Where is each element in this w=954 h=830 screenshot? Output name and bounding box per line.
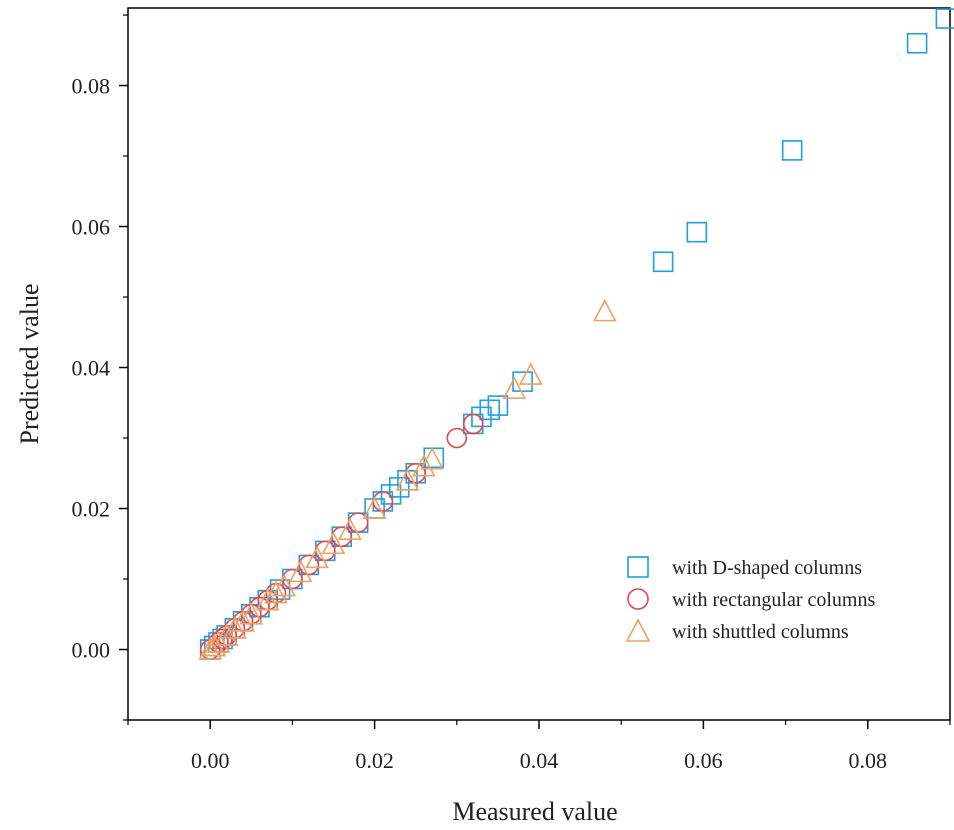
shuttled-point bbox=[362, 496, 387, 519]
series-shuttled bbox=[198, 298, 617, 660]
y-tick-label: 0.00 bbox=[72, 638, 111, 663]
shuttled-point bbox=[288, 559, 313, 583]
shuttled-point bbox=[231, 609, 255, 632]
shuttled-point bbox=[395, 468, 420, 491]
d-shaped-point bbox=[686, 221, 708, 243]
legend-label: with rectangular columns bbox=[672, 589, 875, 611]
y-tick-label: 0.06 bbox=[72, 215, 111, 240]
shuttled-point bbox=[272, 573, 297, 597]
shuttled-point bbox=[239, 602, 264, 625]
x-tick-label: 0.08 bbox=[849, 748, 888, 773]
d-shaped-point bbox=[652, 251, 674, 273]
shuttled-point bbox=[592, 298, 617, 322]
d-shaped-point bbox=[935, 8, 954, 29]
y-axis-title: Predicted value bbox=[15, 284, 44, 445]
y-tick-label: 0.02 bbox=[72, 497, 111, 522]
legend-marker-rectangular bbox=[627, 588, 649, 610]
shuttled-point bbox=[412, 453, 436, 477]
shuttled-point bbox=[502, 376, 527, 399]
x-axis-title: Measured value bbox=[452, 797, 617, 826]
y-tick-label: 0.08 bbox=[72, 74, 111, 99]
rectangular-point bbox=[462, 413, 484, 435]
d-shaped-point bbox=[479, 399, 500, 421]
shuttled-point bbox=[202, 633, 227, 657]
legend-label: with D-shaped columns bbox=[672, 557, 862, 579]
shuttled-point bbox=[264, 580, 288, 604]
d-shaped-point bbox=[906, 32, 928, 54]
shuttled-point bbox=[223, 616, 247, 639]
shuttled-point bbox=[198, 637, 223, 660]
x-tick-label: 0.06 bbox=[684, 748, 723, 773]
legend-marker-d-shaped bbox=[627, 556, 649, 578]
d-shaped-point bbox=[269, 579, 291, 600]
d-shaped-point bbox=[781, 140, 803, 161]
x-tick-label: 0.00 bbox=[191, 748, 230, 773]
rectangular-point bbox=[446, 427, 468, 449]
legend-marker-shuttled bbox=[625, 618, 651, 642]
shuttled-point bbox=[338, 517, 362, 540]
y-tick-label: 0.04 bbox=[72, 356, 111, 381]
legend: with D-shaped columns with rectangular co… bbox=[625, 556, 875, 643]
x-tick-label: 0.02 bbox=[355, 748, 394, 773]
d-shaped-point bbox=[487, 395, 509, 416]
shuttled-point bbox=[518, 362, 543, 385]
d-shaped-point bbox=[471, 406, 492, 428]
series-rectangular bbox=[199, 413, 484, 660]
shuttled-point bbox=[420, 446, 444, 470]
shuttled-point bbox=[206, 630, 231, 653]
d-shaped-point bbox=[380, 484, 402, 505]
shuttled-point bbox=[214, 623, 239, 646]
d-shaped-point bbox=[388, 477, 410, 498]
data-markers bbox=[198, 8, 954, 660]
x-tick-label: 0.04 bbox=[520, 748, 559, 773]
axis-ticks: 0.00 0.02 0.04 0.06 0.08 0.00 0.02 0.04 0.06 0.08 bbox=[72, 14, 951, 773]
shuttled-point bbox=[321, 531, 346, 555]
shuttled-point bbox=[305, 545, 329, 569]
shuttled-point bbox=[255, 587, 280, 611]
legend-label: with shuttled columns bbox=[672, 621, 849, 643]
